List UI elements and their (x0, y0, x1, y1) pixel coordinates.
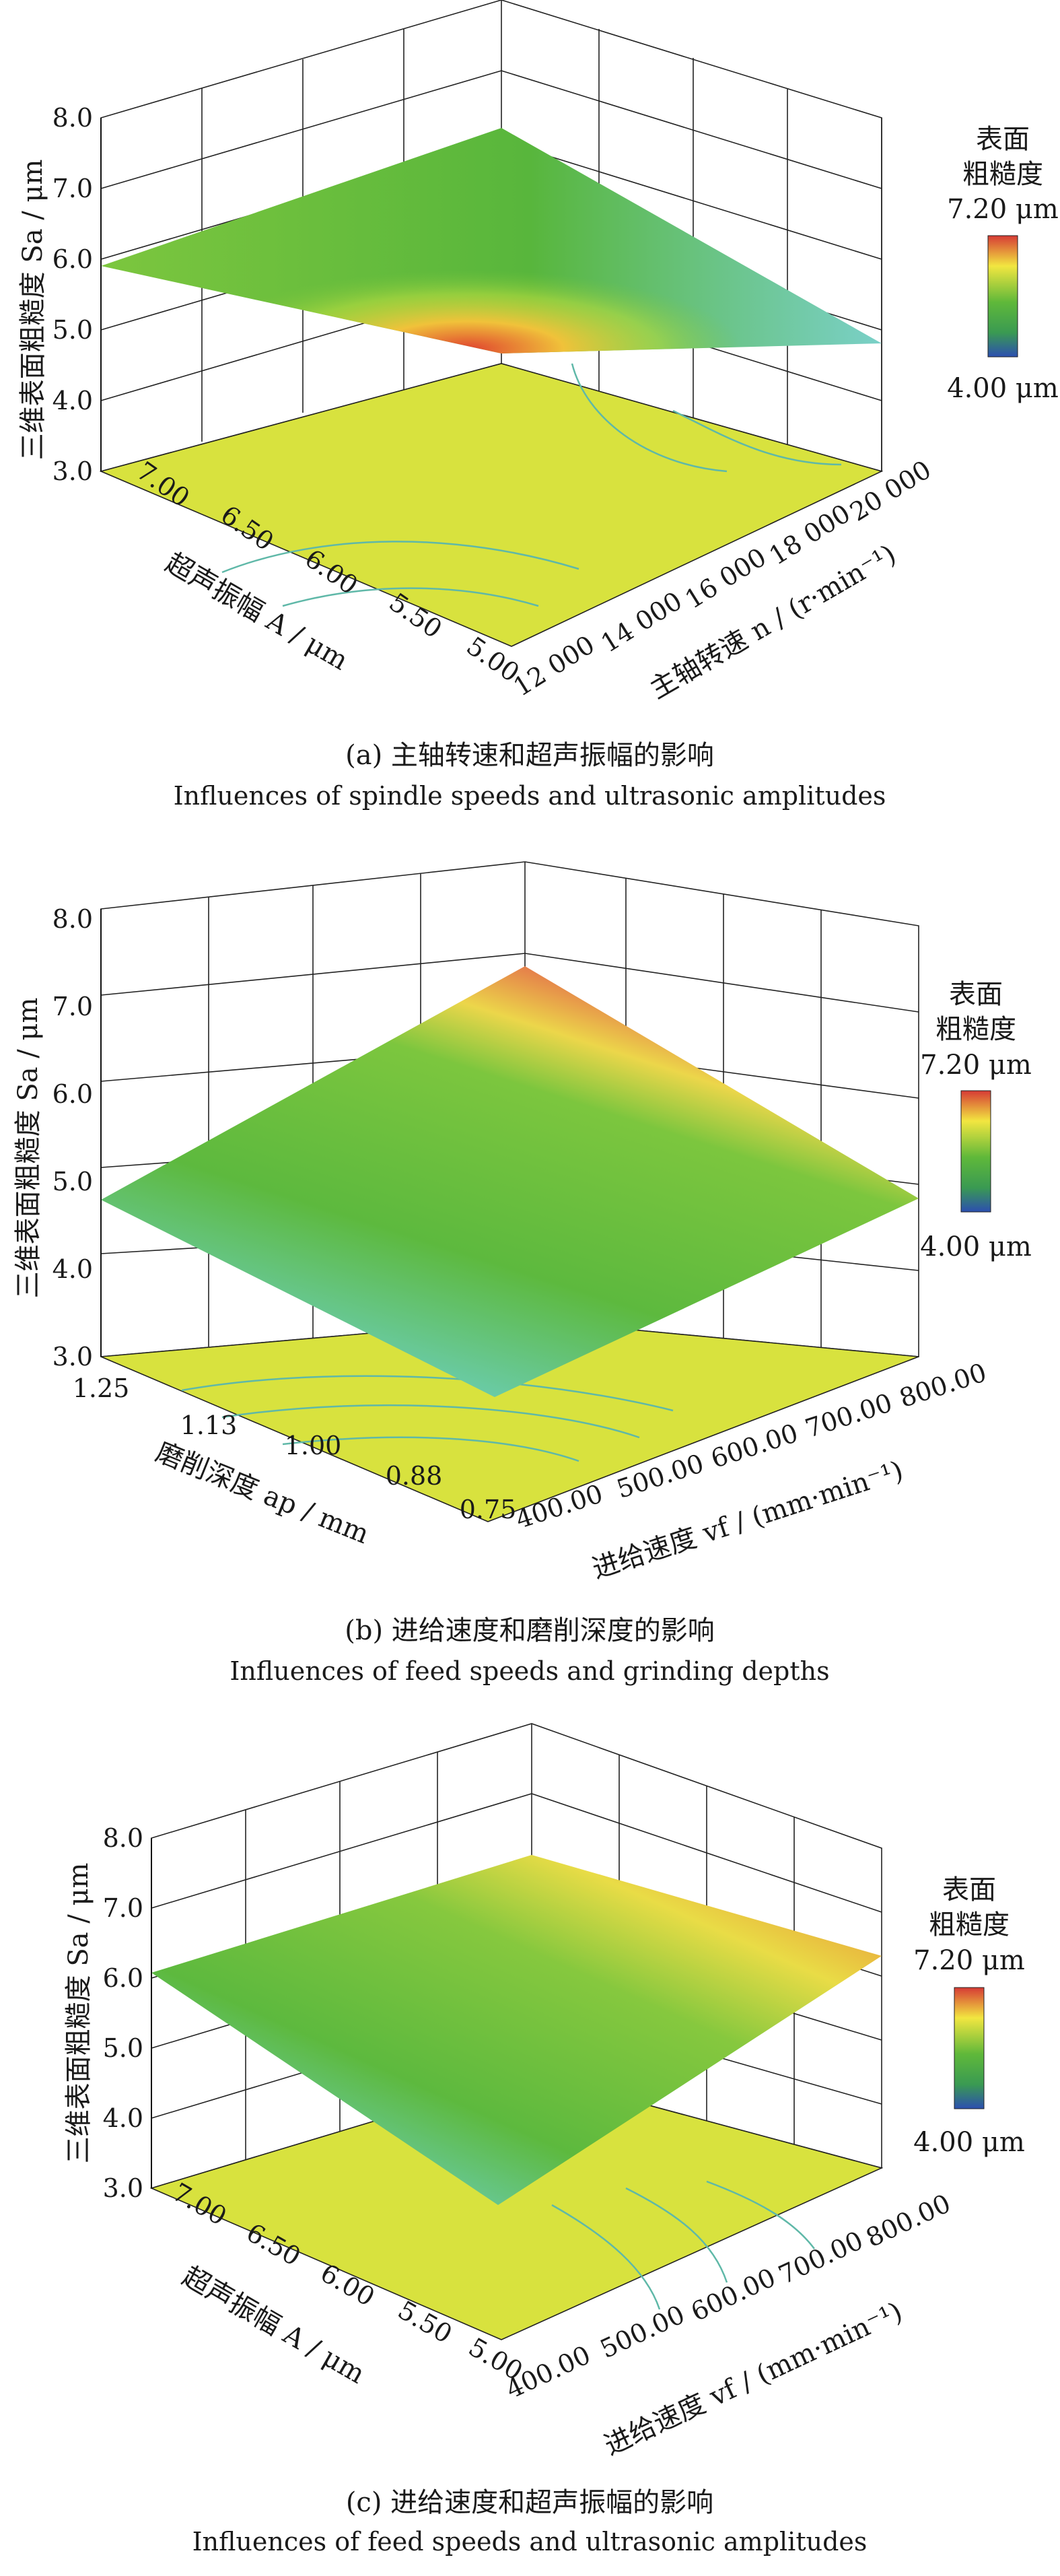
chart-a-ztick: 4.0 (52, 386, 93, 415)
chart-b-ztick: 8.0 (52, 904, 93, 934)
chart-a-legend: 表面 粗糙度 7.20 μm 4.00 μm (947, 124, 1059, 404)
chart-panel-c: 3.0 4.0 5.0 6.0 7.0 8.0 三维表面粗糙度 Sa / μm … (0, 1723, 1060, 2576)
chart-a-floor-contours (221, 363, 842, 607)
chart-b-colorbar (960, 1090, 991, 1213)
chart-b-legend: 表面 粗糙度 7.20 μm 4.00 μm (920, 979, 1032, 1262)
chart-c-ztick: 4.0 (103, 2103, 143, 2133)
chart-b-ztick: 3.0 (52, 1342, 93, 1371)
chart-c-xtick: 800.00 (861, 2188, 955, 2253)
chart-b-floor-contours (181, 1375, 674, 1462)
chart-c-ztick: 6.0 (103, 1963, 143, 1993)
chart-c-legend-max: 7.20 μm (913, 1945, 1025, 1976)
chart-a-surface-highlight (101, 128, 882, 353)
chart-b-ytick: 0.75 (460, 1495, 517, 1524)
chart-c-legend: 表面 粗糙度 7.20 μm 4.00 μm (913, 1874, 1025, 2158)
chart-b-yticks: 1.25 1.13 1.00 0.88 0.75 (73, 1374, 517, 1524)
chart-a-ztick: 3.0 (52, 456, 93, 486)
chart-b-ytick: 1.00 (285, 1431, 342, 1460)
chart-c-xtick: 700.00 (774, 2225, 868, 2290)
chart-a-caption-en: Influences of spindle speeds and ultraso… (174, 781, 886, 811)
chart-c-legend-min: 4.00 μm (913, 2127, 1025, 2158)
chart-c-legend-title-2: 粗糙度 (929, 1909, 1010, 1940)
chart-a-floor (99, 363, 884, 647)
chart-a-ztick: 8.0 (52, 103, 93, 133)
chart-panel-a: 3.0 4.0 5.0 6.0 7.0 8.0 三维表面粗糙度 Sa / μm … (0, 0, 1060, 828)
chart-b-ytick: 1.25 (73, 1374, 130, 1403)
chart-c-zlabel: 三维表面粗糙度 Sa / μm (63, 1863, 94, 2164)
chart-c-ztick: 5.0 (103, 2033, 143, 2063)
chart-c-ztick: 8.0 (103, 1823, 143, 1853)
chart-b-ztick: 6.0 (52, 1079, 93, 1109)
chart-a-legend-title-2: 粗糙度 (962, 159, 1043, 190)
chart-c-caption-cn: (c) 进给速度和超声振幅的影响 (346, 2487, 713, 2518)
chart-b-svg: 3.0 4.0 5.0 6.0 7.0 8.0 三维表面粗糙度 Sa / μm … (13, 861, 1032, 1686)
chart-panel-b: 3.0 4.0 5.0 6.0 7.0 8.0 三维表面粗糙度 Sa / μm … (0, 845, 1060, 1700)
chart-c-floor-contours (551, 2180, 815, 2310)
chart-a-caption-cn: (a) 主轴转速和超声振幅的影响 (345, 740, 714, 771)
chart-a-zlabel: 三维表面粗糙度 Sa / μm (17, 160, 48, 461)
chart-c-ztick: 7.0 (103, 1893, 143, 1923)
chart-c-xtick: 500.00 (596, 2299, 689, 2364)
chart-b-ytick: 0.88 (386, 1461, 443, 1491)
chart-a-legend-min: 4.00 μm (947, 373, 1059, 404)
chart-b-ztick: 7.0 (52, 992, 93, 1021)
chart-c-zticks: 3.0 4.0 5.0 6.0 7.0 8.0 (103, 1823, 143, 2203)
chart-c-svg: 3.0 4.0 5.0 6.0 7.0 8.0 三维表面粗糙度 Sa / μm … (63, 1723, 1025, 2556)
chart-a-svg: 3.0 4.0 5.0 6.0 7.0 8.0 三维表面粗糙度 Sa / μm … (17, 0, 1059, 811)
chart-c-xtick: 600.00 (686, 2262, 780, 2327)
chart-a-legend-title-1: 表面 (976, 124, 1030, 155)
chart-b-zticks: 3.0 4.0 5.0 6.0 7.0 8.0 (52, 904, 93, 1371)
chart-a-colorbar (987, 235, 1018, 358)
chart-b-legend-title-1: 表面 (949, 979, 1003, 1010)
chart-a-ztick: 7.0 (52, 174, 93, 203)
chart-b-legend-max: 7.20 μm (920, 1050, 1032, 1081)
chart-c-ztick: 3.0 (103, 2173, 143, 2203)
chart-b-zlabel: 三维表面粗糙度 Sa / μm (13, 998, 44, 1299)
chart-a-ztick: 5.0 (52, 315, 93, 345)
chart-b-ztick: 5.0 (52, 1167, 93, 1196)
chart-a-zticks: 3.0 4.0 5.0 6.0 7.0 8.0 (52, 103, 93, 486)
chart-b-ztick: 4.0 (52, 1254, 93, 1284)
chart-c-caption-en: Influences of feed speeds and ultrasonic… (192, 2527, 868, 2556)
chart-b-caption-en: Influences of feed speeds and grinding d… (229, 1656, 829, 1686)
chart-c-legend-title-1: 表面 (942, 1874, 996, 1905)
chart-b-caption-cn: (b) 进给速度和磨削深度的影响 (345, 1615, 715, 1646)
chart-c-colorbar (954, 1987, 985, 2109)
chart-b-legend-title-2: 粗糙度 (935, 1014, 1016, 1045)
chart-b-legend-min: 4.00 μm (920, 1231, 1032, 1262)
chart-a-ztick: 6.0 (52, 244, 93, 274)
chart-b-surface (101, 966, 919, 1397)
chart-a-legend-max: 7.20 μm (947, 194, 1059, 225)
chart-b-xtick: 800.00 (896, 1357, 990, 1413)
chart-c-surface (151, 1855, 882, 2205)
chart-c-xtick: 400.00 (501, 2340, 595, 2404)
chart-b-ytick: 1.13 (180, 1411, 238, 1440)
